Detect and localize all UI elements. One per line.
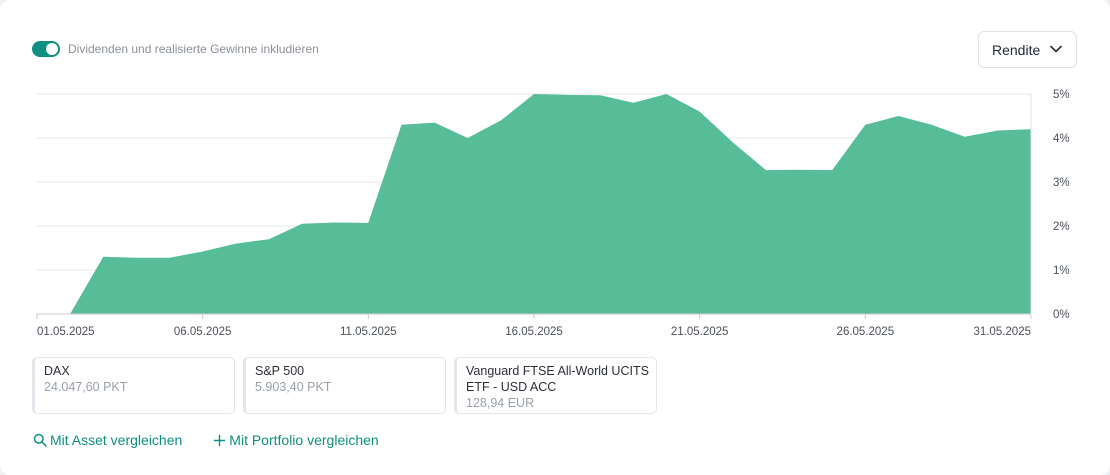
comparison-name: S&P 500 — [255, 364, 305, 378]
compare-asset-label: Mit Asset vergleichen — [50, 432, 183, 448]
y-tick-label: 0% — [1053, 309, 1070, 321]
compare-portfolio-button[interactable]: Mit Portfolio vergleichen — [213, 432, 379, 448]
y-tick-label: 3% — [1053, 177, 1070, 189]
compare-asset-button[interactable]: Mit Asset vergleichen — [33, 432, 182, 448]
return-area — [37, 94, 1031, 314]
x-tick-label: 31.05.2025 — [973, 326, 1031, 338]
comparison-value: 128,94 EUR — [466, 396, 535, 410]
x-tick-label: 06.05.2025 — [174, 326, 232, 338]
x-tick-label: 11.05.2025 — [340, 326, 397, 338]
compare-portfolio-label: Mit Portfolio vergleichen — [229, 432, 379, 448]
x-tick-label: 16.05.2025 — [505, 326, 563, 338]
comparison-name: DAX — [44, 364, 70, 378]
y-tick-label: 4% — [1053, 133, 1070, 145]
x-tick-label: 26.05.2025 — [837, 326, 895, 338]
x-tick-label: 01.05.2025 — [37, 326, 95, 338]
comparison-list: DAX 24.047,60 PKT S&P 500 5.903,40 PKT V… — [32, 357, 665, 414]
toggle-knob — [46, 43, 58, 55]
y-tick-label: 2% — [1053, 221, 1070, 233]
y-tick-label: 1% — [1053, 265, 1070, 277]
comparison-value: 24.047,60 PKT — [44, 380, 128, 394]
comparison-name: Vanguard FTSE All-World UCITS ETF - USD … — [466, 364, 649, 394]
return-chart: 5% 4% 3% 2% 1% 0% 01.05.2025 06.05.2025 11.05.20… — [36, 89, 1070, 338]
dividends-toggle-label: Dividenden und realisierte Gewinne inklu… — [68, 42, 319, 56]
x-tick-label: 21.05.2025 — [671, 326, 729, 338]
comparison-value: 5.903,40 PKT — [255, 380, 332, 394]
compare-actions: Mit Asset vergleichen Mit Portfolio verg… — [33, 432, 410, 448]
search-icon — [33, 433, 47, 447]
chevron-down-icon — [1050, 45, 1062, 53]
dividends-toggle-row: Dividenden und realisierte Gewinne inklu… — [32, 41, 319, 57]
y-tick-label: 5% — [1053, 89, 1070, 101]
comparison-chip-sp500[interactable]: S&P 500 5.903,40 PKT — [243, 357, 446, 414]
plus-icon — [214, 434, 226, 446]
comparison-chip-vanguard[interactable]: Vanguard FTSE All-World UCITS ETF - USD … — [454, 357, 657, 414]
comparison-chip-dax[interactable]: DAX 24.047,60 PKT — [32, 357, 235, 414]
metric-select[interactable]: Rendite — [978, 31, 1077, 68]
dividends-toggle[interactable] — [32, 41, 60, 57]
metric-select-value: Rendite — [992, 41, 1041, 58]
